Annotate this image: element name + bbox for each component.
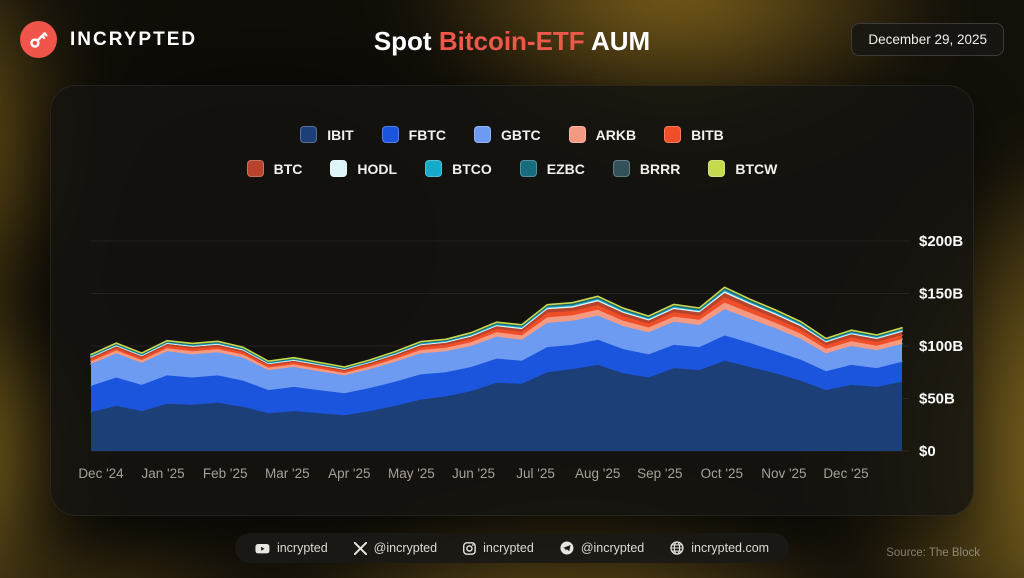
x-tick-label: Feb '25 [203, 466, 248, 481]
legend-item-gbtc: GBTC [473, 126, 541, 143]
area-band-gbtc [91, 309, 902, 394]
x-tick-label: Jan '25 [142, 466, 185, 481]
legend-item-fbtc: FBTC [381, 126, 446, 143]
legend-label: IBIT [327, 126, 354, 143]
legend-row: IBIT FBTC GBTC ARKB BITB [300, 126, 724, 143]
social-label: @incrypted [373, 541, 438, 555]
legend-item-arkb: ARKB [568, 126, 637, 143]
area-band-ibit [91, 360, 902, 451]
area-band-fbtc [91, 335, 902, 416]
legend-item-btc: BTC [246, 160, 303, 177]
x-tick-label: Oct '25 [701, 466, 743, 481]
legend-label: GBTC [500, 126, 541, 143]
area-band-arkb [91, 302, 902, 376]
legend-swatch-arkb [568, 126, 586, 143]
incrypted-logo [20, 21, 57, 58]
brand-name: INCRYPTED [70, 28, 198, 50]
legend-swatch-hodl [330, 160, 348, 177]
page-title: Spot Bitcoin-ETF AUM [374, 26, 650, 57]
x-icon [353, 541, 367, 555]
telegram-icon [560, 541, 574, 555]
legend-item-bitb: BITB [664, 126, 724, 143]
legend-label: BTC [273, 160, 303, 177]
social-label: incrypted [483, 541, 534, 555]
legend-label: ARKB [595, 126, 637, 143]
brand: INCRYPTED [20, 21, 197, 58]
legend-label: FBTC [408, 126, 446, 143]
x-tick-label: May '25 [388, 466, 435, 481]
social-link-incrypted[interactable]: incrypted [463, 541, 534, 555]
date-badge[interactable]: December 29, 2025 [851, 23, 1004, 56]
x-tick-label: Jun '25 [452, 466, 495, 481]
x-tick-label: Nov '25 [761, 466, 806, 481]
social-label: incrypted.com [691, 541, 770, 555]
legend-swatch-ibit [300, 126, 318, 143]
legend-item-btcw: BTCW [708, 160, 777, 177]
y-tick-label: $0 [919, 443, 936, 460]
legend-label: BRRR [639, 160, 681, 177]
y-tick-label: $200B [919, 233, 963, 250]
legend-swatch-bitb [664, 126, 682, 143]
chart-legend: IBIT FBTC GBTC ARKB BITB BTC HODL BTCO EZBC BRRR B… [51, 126, 973, 177]
source-note: Source: The Block [886, 547, 980, 559]
social-links-bar: incrypted @incrypted incrypted @incrypted in… [234, 533, 790, 563]
legend-item-hodl: HODL [330, 160, 397, 177]
x-tick-label: Sep '25 [637, 466, 682, 481]
globe-icon [670, 541, 684, 555]
legend-label: BTCW [735, 160, 778, 177]
social-link-incrypted[interactable]: @incrypted [353, 541, 438, 555]
x-tick-label: Dec '25 [823, 466, 868, 481]
legend-item-ibit: IBIT [300, 126, 354, 143]
title-suffix: AUM [590, 26, 651, 56]
social-link-incrypted[interactable]: @incrypted [560, 541, 644, 555]
y-tick-label: $50B [919, 391, 955, 408]
social-link-incrypted[interactable]: incrypted [255, 541, 328, 555]
legend-item-brrr: BRRR [612, 160, 681, 177]
header: INCRYPTED Spot Bitcoin-ETF AUM December … [0, 0, 1024, 72]
title-prefix: Spot [373, 26, 432, 56]
x-tick-label: Jul '25 [516, 466, 555, 481]
legend-item-btco: BTCO [425, 160, 492, 177]
legend-swatch-gbtc [473, 126, 491, 143]
legend-swatch-fbtc [381, 126, 399, 143]
y-tick-label: $100B [919, 338, 963, 355]
legend-swatch-btc [246, 160, 264, 177]
x-tick-label: Apr '25 [328, 466, 370, 481]
x-tick-label: Mar '25 [265, 466, 310, 481]
legend-label: BITB [691, 126, 724, 143]
social-link-incrypted-com[interactable]: incrypted.com [670, 541, 769, 555]
title-highlight: Bitcoin-ETF [438, 26, 585, 56]
legend-swatch-brrr [612, 160, 630, 177]
chart-panel: IBIT FBTC GBTC ARKB BITB BTC HODL BTCO EZBC BRRR B… [50, 85, 974, 516]
area-topline-btcw [90, 286, 903, 368]
x-tick-label: Aug '25 [575, 466, 620, 481]
legend-item-ezbc: EZBC [519, 160, 585, 177]
legend-label: EZBC [546, 160, 585, 177]
legend-label: HODL [357, 160, 398, 177]
x-tick-label: Dec '24 [78, 466, 124, 481]
aum-stacked-area-chart: $0 $50B $100B $150B $200B Dec '24 Jan '25 Feb '… [78, 233, 963, 481]
instagram-icon [463, 541, 476, 555]
legend-row: BTC HODL BTCO EZBC BRRR BTCW [246, 160, 777, 177]
social-label: @incrypted [580, 541, 645, 555]
legend-swatch-btco [425, 160, 443, 177]
legend-label: BTCO [452, 160, 492, 177]
legend-swatch-btcw [708, 160, 726, 177]
y-tick-label: $150B [919, 286, 963, 303]
legend-swatch-ezbc [519, 160, 537, 177]
social-label: incrypted [276, 541, 328, 555]
youtube-icon [255, 542, 270, 555]
key-icon [30, 32, 48, 48]
